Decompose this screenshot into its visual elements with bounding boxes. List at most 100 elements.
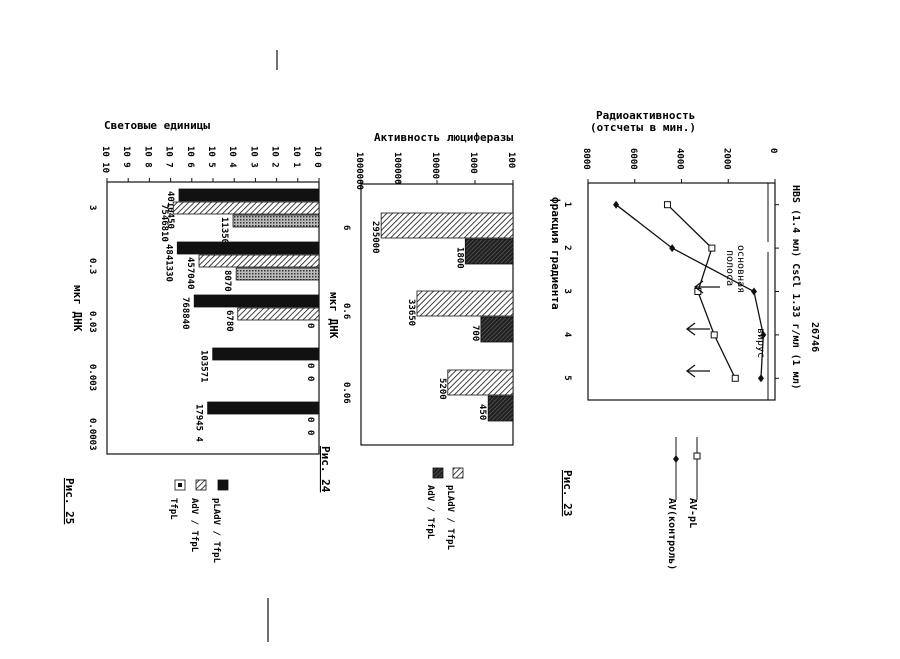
fig23-top-note: HBS (1.4 мл) CsCl 1.33 г/мл (1 мл) <box>790 185 801 390</box>
fig25-ytick-label: 10 4 <box>227 146 237 168</box>
fig25-data-label: 6780 <box>224 310 234 332</box>
fig25-category-label: 0.003 <box>87 364 97 391</box>
fig23-ytick-label: 0 <box>768 148 778 153</box>
fig23-data-point <box>664 202 670 208</box>
fig25-legend-label-2: AdV / TfpL <box>189 498 199 553</box>
fig25-data-label: 4841330 <box>163 244 173 282</box>
fig25-ytick-label: 10 7 <box>164 146 174 168</box>
fig25-data-label: 17945 4 <box>194 404 204 443</box>
fig24-bar <box>381 213 513 238</box>
fig24-category-label: 6 <box>341 225 351 230</box>
fig23-batch-number: 26746 <box>809 322 820 352</box>
fig23-data-point <box>709 245 715 251</box>
fig25-bar <box>213 348 319 360</box>
fig24-data-label: 295000 <box>370 221 380 254</box>
fig23-xlabel: фракция градиента <box>549 197 562 310</box>
fig25-caption: Рис. 25 <box>63 478 76 524</box>
fig24-bar <box>448 370 513 395</box>
fig24-ytick-label: 100 <box>506 152 516 168</box>
fig23-data-point <box>732 375 738 381</box>
fig23-xtick-label: 1 <box>562 202 572 207</box>
fig23-xtick-label: 5 <box>562 375 572 380</box>
fig25-ytick-label: 10 8 <box>142 146 152 168</box>
fig25-bar <box>236 268 319 280</box>
arrow-icon <box>687 323 710 335</box>
fig24-bar <box>481 317 513 342</box>
fig24-ytick-label: 1000 <box>468 152 478 174</box>
fig25-ytick-label: 10 1 <box>291 146 301 168</box>
fig23-caption: Рис. 23 <box>561 470 574 516</box>
fig24-data-label: 33650 <box>406 299 416 326</box>
fig25-ytick-label: 10 9 <box>121 146 131 168</box>
fig25-bar <box>194 295 319 307</box>
fig25-data-label: 0 <box>305 323 315 328</box>
fig25-bar <box>177 242 319 254</box>
fig23-data-point <box>751 288 757 296</box>
fig24-chart: Активность люциферазы 100 1000 10000 100000… <box>319 131 516 551</box>
fig25-ytick-label: 10 3 <box>248 146 258 168</box>
fig25-bar <box>179 189 319 201</box>
legend-swatch-solid <box>218 480 228 490</box>
fig25-category-label: 0.03 <box>87 311 97 333</box>
fig23-band-label-2: полоса <box>724 250 735 286</box>
fig25-data-label: 8070 <box>222 270 232 292</box>
fig25-ytick-label: 10 5 <box>206 146 216 168</box>
fig24-data-label: 1800 <box>454 247 464 269</box>
fig24-ytick-label: 1000000 <box>354 152 364 190</box>
fig25-data-label: 0 <box>305 417 315 422</box>
fig23-legend: AV-pL AV(контроль) <box>666 437 700 570</box>
fig24-bar <box>488 396 513 421</box>
fig23-virus-label: вирус <box>755 328 766 358</box>
fig23-data-point <box>758 374 764 382</box>
fig24-ytick-label: 100000 <box>392 152 402 185</box>
fig23-ytick-label: 6000 <box>628 148 638 170</box>
fig23-ylabel-line2: (отсчеты в мин.) <box>590 121 696 134</box>
fig23-ytick-label: 4000 <box>675 148 685 170</box>
fig23-xtick-label: 3 <box>562 289 572 294</box>
fig25-data-label: 768840 <box>180 297 190 330</box>
fig25-data-label: 11350 <box>219 217 229 244</box>
fig25-bar <box>199 255 319 267</box>
fig25-ytick-label: 10 6 <box>185 146 195 168</box>
fig25-category-label: 0.0003 <box>87 418 97 451</box>
fig23-data-point <box>711 332 717 338</box>
fig24-legend-label-1: pLAdV / TfpL <box>445 485 455 551</box>
fig24-title: Активность люциферазы <box>374 131 513 144</box>
fig25-data-label: 457040 <box>185 257 195 290</box>
fig24-caption: Рис. 24 <box>319 446 332 493</box>
fig24-category-label: 0.06 <box>341 382 351 404</box>
fig25-bar <box>233 215 319 227</box>
fig25-data-label: 0 <box>305 430 315 435</box>
fig24-legend-label-2: AdV / TfpL <box>425 485 435 540</box>
fig25-data-label: 7546810 <box>159 204 169 242</box>
fig25-ytick-label: 10 2 <box>270 146 280 168</box>
fig25-legend: pLAdV / TfpL AdV / TfpL TfpL <box>168 480 228 564</box>
fig25-category-label: 3 <box>87 205 97 210</box>
fig23-band-label-1: основная <box>735 245 746 293</box>
fig23-chart: Радиоактивность (отсчеты в мин.) 0200040… <box>549 109 820 570</box>
fig24-ytick-label: 10000 <box>430 152 440 179</box>
legend-swatch-dark <box>433 468 443 478</box>
fig23-ytick-label: 2000 <box>721 148 731 170</box>
arrow-icon <box>687 365 710 377</box>
fig25-data-label: 0 <box>305 363 315 368</box>
fig23-xtick-label: 2 <box>562 245 572 250</box>
fig25-ytick-label: 10 0 <box>312 146 322 168</box>
fig24-data-label: 700 <box>470 325 480 341</box>
fig23-legend-label-2: AV(контроль) <box>666 498 677 570</box>
fig25-data-label: 103571 <box>199 350 209 383</box>
fig23-legend-label-1: AV-pL <box>687 498 698 528</box>
fig24-xlabel: мкг ДНК <box>327 292 340 339</box>
fig24-data-label: 450 <box>477 404 487 420</box>
legend-swatch-hatched <box>453 468 463 478</box>
fig25-legend-label-1: pLAdV / TfpL <box>211 498 221 564</box>
diamond-marker-icon <box>673 455 679 463</box>
fig25-data-label: 0 <box>305 376 315 381</box>
fig23-data-point <box>669 244 675 252</box>
fig25-bar <box>173 202 319 214</box>
fig25-ytick-label: 10 10 <box>100 146 110 173</box>
legend-swatch-hatched <box>196 480 206 490</box>
fig25-bar <box>238 308 319 320</box>
fig25-title: Световые единицы <box>104 119 210 132</box>
